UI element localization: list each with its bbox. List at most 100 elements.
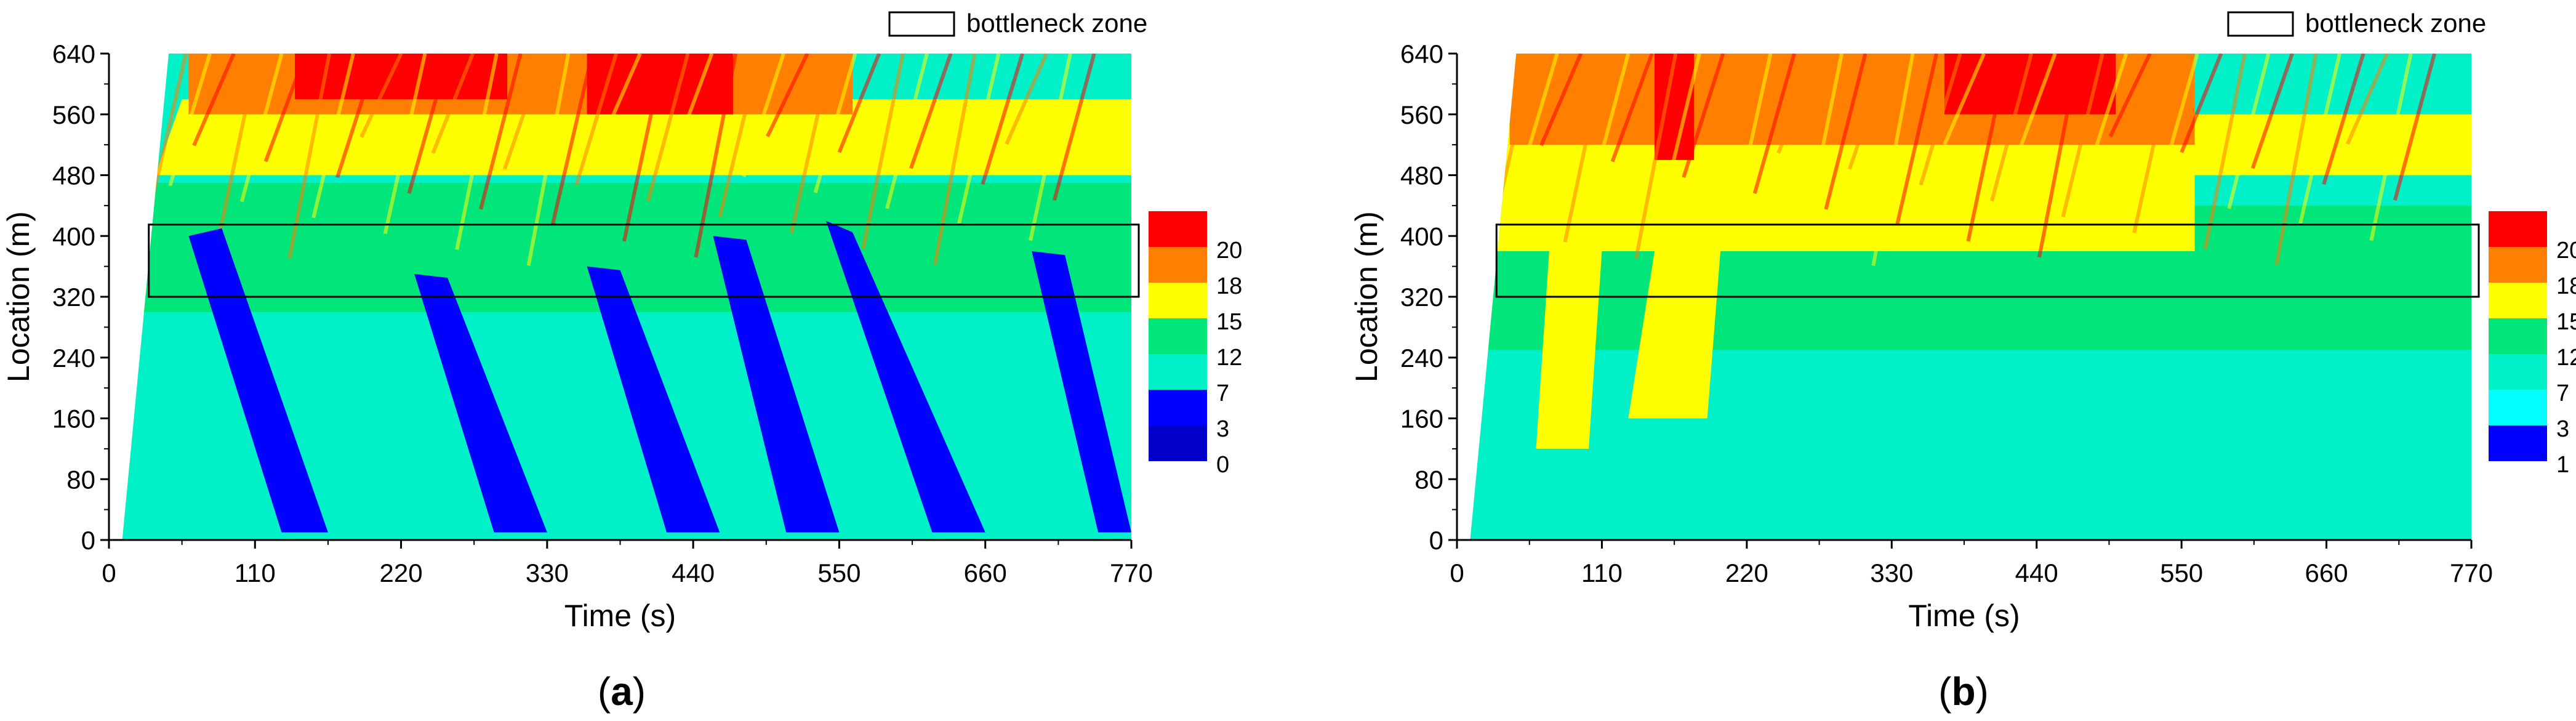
legend-label: bottleneck zone [2305, 9, 2486, 38]
heatmap-streak-35 [957, 54, 1001, 225]
panel-label: (b) [1938, 669, 1989, 714]
heatmap-streak-3 [1539, 54, 1583, 147]
panel-b: 0 110 220 330 440 550 660 770080160240320400480… [1349, 9, 2576, 714]
heatmap-streak-21 [1966, 54, 2010, 242]
heatmap-streak-38 [2369, 54, 2413, 241]
heatmap-streak-39 [1052, 54, 1096, 201]
heatmap-streak-17 [526, 54, 571, 266]
colorbar-label-3: 12 [1216, 345, 1242, 371]
heatmap-streak-12 [1752, 54, 1796, 194]
heatmap-streak-38 [1029, 54, 1072, 241]
x-tick-label-4: 440 [2015, 558, 2058, 587]
heatmap-streak-34 [2274, 54, 2318, 265]
colorbar-label-5: 3 [1216, 416, 1229, 442]
heatmap-streak-33 [909, 54, 953, 169]
heatmap-streak-5 [239, 54, 284, 203]
heatmap-streak-16 [502, 54, 547, 170]
heatmap-area [1470, 54, 2471, 540]
colorbar-label-4: 7 [2556, 381, 2569, 406]
heatmap-streak-6 [1610, 54, 1654, 163]
stop-wave-2 [587, 266, 720, 533]
x-tick-label-0: 0 [102, 558, 116, 587]
colorbar-label-5: 3 [2556, 416, 2569, 442]
heatmap-streak-18 [550, 54, 595, 226]
heatmap-streak-11 [1729, 54, 1773, 235]
y-tick-label-5: 400 [52, 222, 95, 251]
colorbar-swatch-0 [2489, 211, 2547, 247]
heatmap-streak-18 [1895, 54, 1938, 226]
colorbar-label-4: 7 [1216, 381, 1229, 406]
heatmap-streak-2 [168, 54, 212, 187]
colorbar-swatch-6 [1149, 425, 1207, 461]
y-tick-label-1: 80 [66, 465, 95, 494]
y-axis-label: Location (m) [1349, 211, 1384, 382]
colorbar-swatch-3 [2489, 318, 2547, 354]
colorbar-swatch-5 [2489, 390, 2547, 425]
colorbar-swatch-5 [1149, 390, 1207, 425]
heatmap-streak-32 [885, 54, 929, 209]
heatmap-streak-26 [742, 54, 785, 177]
heatmap-streak-9 [335, 54, 379, 179]
heatmap-streak-27 [2108, 54, 2152, 137]
heatmap-streak-37 [2346, 54, 2389, 145]
x-tick-label-3: 330 [1870, 558, 1913, 587]
heatmap-streak-4 [1563, 54, 1607, 243]
heatmap-region-1 [155, 99, 1131, 175]
heatmap-streak-32 [2227, 54, 2271, 209]
heatmap-streak-23 [670, 54, 714, 162]
heatmap-streak-25 [718, 54, 761, 218]
y-axis-label: Location (m) [1, 211, 36, 382]
heatmap-streak-30 [2180, 54, 2223, 153]
y-tick-label-0: 0 [1429, 526, 1443, 555]
heatmap-streak-9 [1682, 54, 1725, 179]
colorbar-label-6: 1 [2556, 452, 2569, 478]
heatmap-streak-30 [837, 54, 881, 153]
heatmap-streak-17 [1871, 54, 1915, 266]
colorbar-label-1: 18 [2556, 273, 2576, 299]
heatmap-streak-37 [1005, 54, 1048, 145]
y-tick-label-8: 640 [1400, 39, 1443, 68]
colorbar-swatch-1 [1149, 247, 1207, 283]
heatmap-streak-19 [1919, 54, 1962, 186]
colorbar-swatch-4 [1149, 354, 1207, 390]
heatmap-streak-35 [2298, 54, 2341, 225]
heatmap-region-4 [1944, 54, 2116, 115]
heatmap-streak-28 [789, 54, 833, 233]
stop-wave-0 [188, 228, 328, 533]
colorbar-swatch-6 [2489, 425, 2547, 461]
x-tick-label-1: 110 [235, 558, 276, 587]
heatmap-streak-4 [215, 54, 260, 243]
heatmap-streak-29 [813, 54, 857, 193]
legend-swatch [888, 11, 955, 37]
legend-label: bottleneck zone [966, 9, 1147, 38]
heatmap-streak-23 [2013, 54, 2057, 162]
heatmap-streak-26 [2085, 54, 2129, 177]
heatmap-streak-11 [383, 54, 427, 235]
heatmap-streak-12 [407, 54, 451, 194]
heatmap-streak-34 [933, 54, 977, 265]
stop-wave-1 [414, 273, 547, 533]
heatmap-streak-22 [646, 54, 690, 202]
heatmap-region-6 [1628, 251, 1721, 419]
stop-wave-4 [825, 220, 985, 533]
x-tick-label-6: 660 [2305, 558, 2348, 587]
colorbar-swatch-2 [2489, 283, 2547, 318]
x-tick-label-0: 0 [1450, 558, 1464, 587]
colorbar-label-0: 20 [2556, 238, 2576, 264]
colorbar-label-0: 20 [1216, 238, 1242, 264]
heatmap-streak-8 [1658, 54, 1701, 219]
heatmap-streak-22 [1990, 54, 2034, 202]
colorbar-label-2: 15 [1216, 309, 1242, 335]
heatmap-region-3 [295, 54, 508, 100]
x-tick-label-3: 330 [526, 558, 569, 587]
heatmap-streak-14 [455, 54, 499, 251]
heatmap-streak-19 [574, 54, 618, 186]
colorbar-swatch-2 [1149, 283, 1207, 318]
heatmap-streak-15 [1824, 54, 1868, 210]
x-tick-label-5: 550 [2160, 558, 2203, 587]
x-axis-label: Time (s) [1908, 598, 2020, 633]
y-tick-label-4: 320 [52, 283, 95, 312]
heatmap-streak-39 [2393, 54, 2436, 201]
heatmap-streak-14 [1800, 54, 1844, 251]
